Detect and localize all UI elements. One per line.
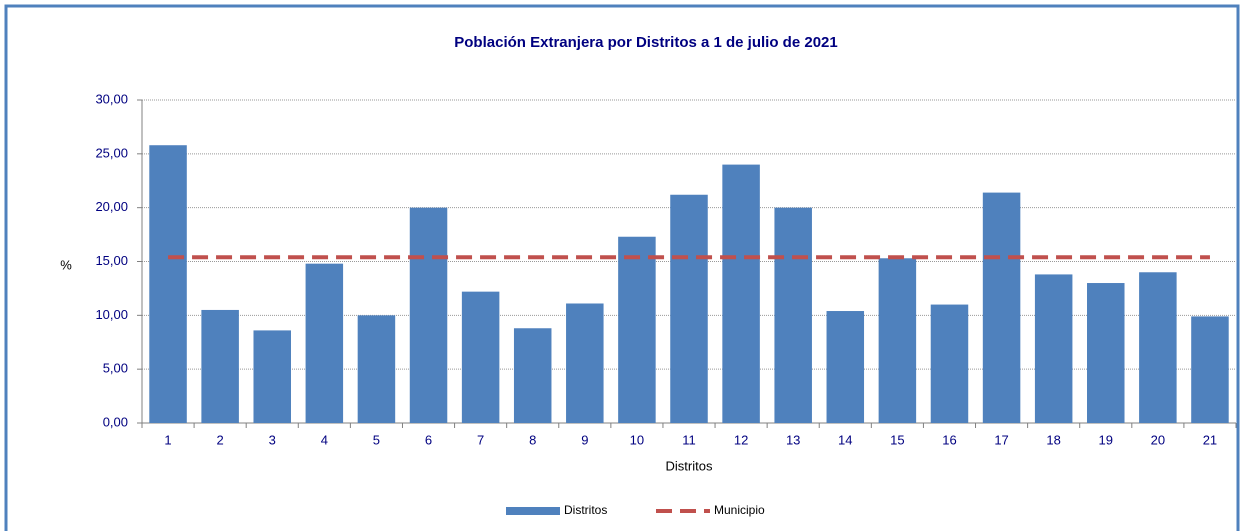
x-tick-label: 12 xyxy=(734,432,748,447)
bar xyxy=(1087,283,1125,423)
x-tick-label: 15 xyxy=(890,432,904,447)
bar xyxy=(722,164,760,423)
bar xyxy=(774,207,812,423)
y-tick-label: 15,00 xyxy=(95,253,128,268)
bar xyxy=(982,192,1021,423)
x-tick-label: 6 xyxy=(425,432,432,447)
x-tick-label: 17 xyxy=(994,432,1008,447)
x-tick-label: 9 xyxy=(581,432,588,447)
bar xyxy=(670,194,708,423)
x-axis-label: Distritos xyxy=(666,458,713,473)
bar xyxy=(1191,316,1229,423)
legend-swatch xyxy=(506,507,560,515)
bar xyxy=(513,328,552,423)
bar xyxy=(149,145,187,423)
bar xyxy=(618,236,656,423)
x-tick-label: 11 xyxy=(682,432,696,447)
x-tick-label: 16 xyxy=(942,432,956,447)
x-tick-label: 14 xyxy=(838,432,852,447)
bar xyxy=(930,304,969,423)
y-tick-label: 20,00 xyxy=(95,199,128,214)
x-tick-label: 7 xyxy=(477,432,484,447)
bar xyxy=(305,263,344,423)
bar xyxy=(201,309,239,423)
y-tick-label: 10,00 xyxy=(95,307,128,322)
x-tick-label: 1 xyxy=(164,432,171,447)
x-tick-label: 5 xyxy=(373,432,380,447)
bar xyxy=(566,303,604,423)
x-tick-label: 2 xyxy=(217,432,224,447)
x-tick-label: 18 xyxy=(1046,432,1060,447)
x-tick-label: 21 xyxy=(1203,432,1217,447)
bar xyxy=(409,207,448,423)
legend-label: Municipio xyxy=(714,503,765,517)
y-tick-label: 30,00 xyxy=(95,91,128,106)
y-axis-label: % xyxy=(60,257,72,272)
bar xyxy=(461,291,500,423)
y-tick-label: 25,00 xyxy=(95,145,128,160)
x-tick-label: 10 xyxy=(630,432,644,447)
y-tick-label: 0,00 xyxy=(103,414,128,429)
x-tick-label: 3 xyxy=(269,432,276,447)
y-tick-label: 5,00 xyxy=(103,361,128,376)
bar xyxy=(357,315,396,423)
x-tick-label: 13 xyxy=(786,432,800,447)
bar xyxy=(1139,272,1177,423)
chart-title: Población Extranjera por Distritos a 1 d… xyxy=(454,34,837,51)
x-tick-label: 4 xyxy=(321,432,328,447)
bar xyxy=(253,330,291,423)
bar xyxy=(1034,274,1073,423)
x-tick-label: 19 xyxy=(1099,432,1113,447)
legend-label: Distritos xyxy=(564,503,607,517)
x-tick-label: 20 xyxy=(1151,432,1165,447)
x-tick-label: 8 xyxy=(529,432,536,447)
bar xyxy=(878,258,917,423)
bar xyxy=(826,311,865,423)
